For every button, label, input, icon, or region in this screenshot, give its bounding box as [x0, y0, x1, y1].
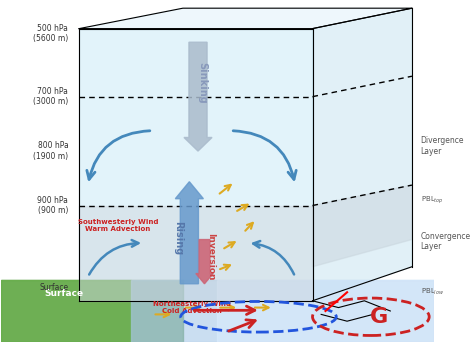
Text: Sinking: Sinking [197, 62, 207, 104]
Polygon shape [1, 280, 131, 342]
Text: Surface: Surface [39, 283, 68, 292]
Polygon shape [79, 28, 312, 301]
Polygon shape [79, 205, 312, 301]
FancyArrow shape [184, 42, 212, 151]
Text: Surface: Surface [45, 289, 84, 298]
Polygon shape [312, 185, 412, 267]
Text: Inversion: Inversion [207, 233, 216, 280]
Text: G: G [370, 307, 389, 327]
Text: PBL$_{top}$: PBL$_{top}$ [420, 195, 443, 206]
Polygon shape [312, 8, 412, 301]
FancyArrow shape [196, 239, 213, 284]
Text: Northeasterly Wind
Cold Advection: Northeasterly Wind Cold Advection [153, 301, 230, 314]
Text: Divergence
Layer: Divergence Layer [420, 136, 464, 156]
Text: 700 hPa
(3000 m): 700 hPa (3000 m) [33, 87, 68, 106]
Polygon shape [79, 8, 412, 28]
Text: 500 hPa
(5600 m): 500 hPa (5600 m) [33, 24, 68, 44]
Polygon shape [1, 280, 183, 342]
Text: 800 hPa
(1900 m): 800 hPa (1900 m) [33, 141, 68, 161]
Text: PBL$_{low}$: PBL$_{low}$ [420, 287, 444, 297]
Text: 900 hPa
(900 m): 900 hPa (900 m) [37, 196, 68, 215]
Text: Rising: Rising [173, 221, 183, 255]
Text: Southwesterly Wind
Warm Advection: Southwesterly Wind Warm Advection [78, 220, 158, 233]
Polygon shape [131, 280, 434, 342]
FancyArrow shape [175, 182, 203, 284]
Text: Convergence
Layer: Convergence Layer [420, 232, 471, 251]
Polygon shape [218, 280, 434, 342]
